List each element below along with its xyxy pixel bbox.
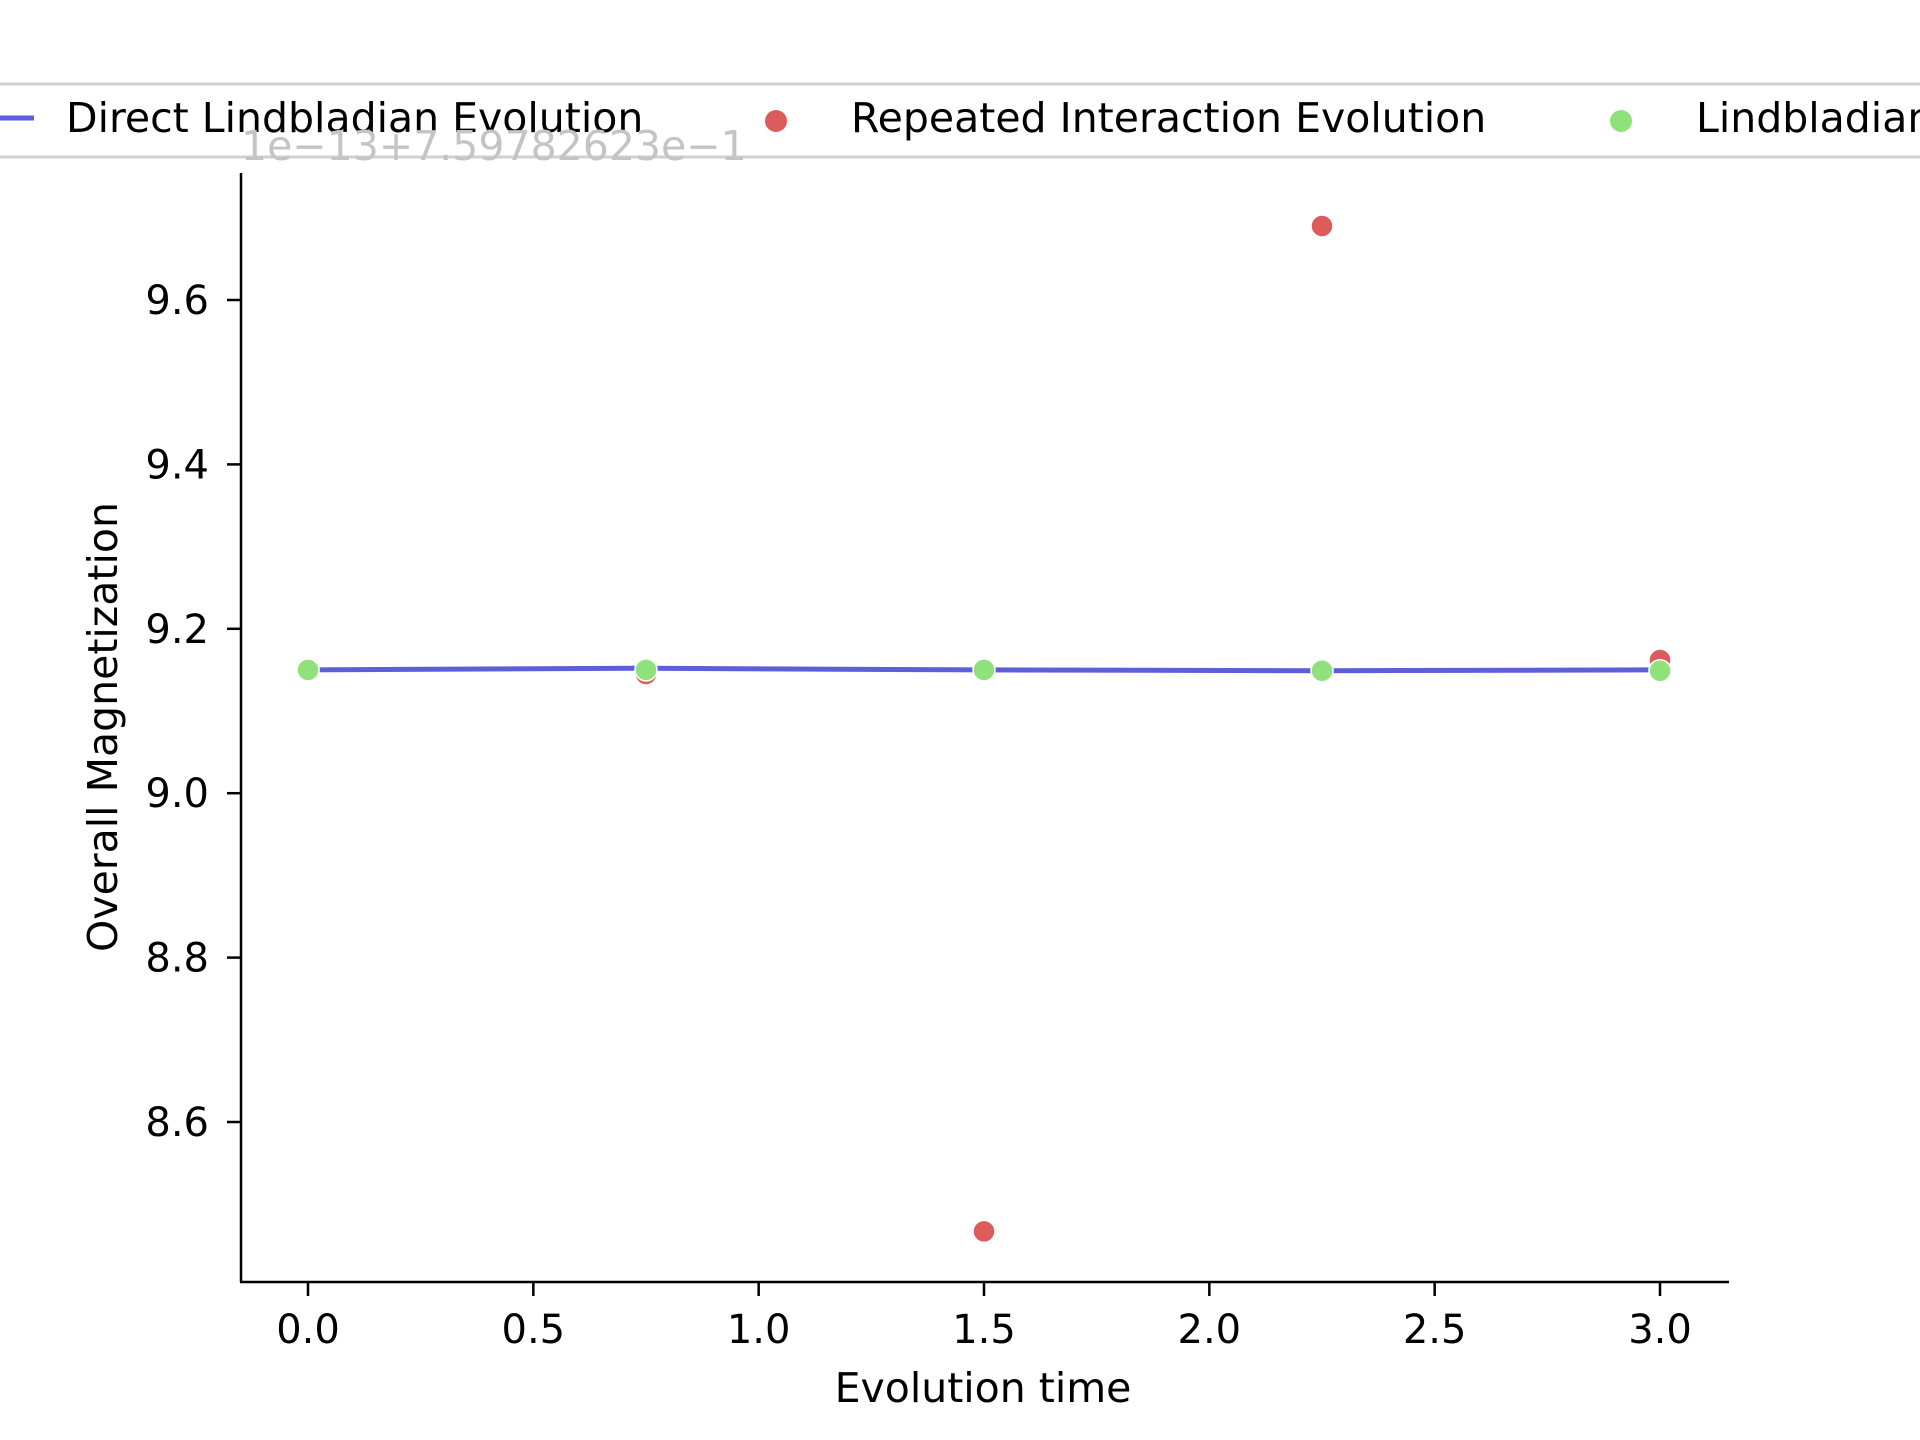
y-tick-label: 8.8	[145, 936, 209, 982]
y-axis-title: Overall Magnetization	[79, 502, 127, 952]
point-lindbladian	[972, 658, 996, 682]
point-lindbladian	[296, 658, 320, 682]
x-tick-label: 1.5	[952, 1307, 1016, 1353]
point-lindbladian	[1648, 658, 1672, 683]
x-tick-label: 2.5	[1403, 1307, 1467, 1353]
y-ticks: 8.6 8.8 9.0 9.2 9.4 9.6	[145, 278, 241, 1146]
legend: Direct Lindbladian Evolution Repeated In…	[0, 82, 1920, 159]
legend-marker-repeated-dot	[765, 110, 787, 132]
x-tick-label: 0.0	[276, 1307, 340, 1353]
x-ticks: 0.0 0.5 1.0 1.5 2.0 2.5 3.0	[276, 1282, 1692, 1353]
x-tick-label: 1.0	[727, 1307, 791, 1353]
x-tick-label: 3.0	[1628, 1307, 1692, 1353]
y-tick-label: 9.4	[145, 442, 209, 488]
plot-area	[296, 214, 1672, 1244]
point-lindbladian	[634, 658, 658, 682]
point-repeated-interaction	[972, 1219, 996, 1244]
x-tick-label: 2.0	[1178, 1307, 1242, 1353]
y-tick-label: 9.2	[145, 607, 209, 653]
legend-marker-lindbladian-dot	[1610, 110, 1632, 132]
legend-label-lindbladian: Lindbladian	[1696, 94, 1920, 142]
y-offset-label: 1e−13+7.59782623e−1	[241, 122, 747, 170]
legend-label-direct: Direct Lindbladian Evolution	[66, 94, 643, 142]
y-tick-label: 9.0	[145, 771, 209, 817]
point-lindbladian	[1310, 658, 1334, 683]
legend-label-repeated: Repeated Interaction Evolution	[851, 94, 1486, 142]
x-axis-title: Evolution time	[835, 1364, 1132, 1412]
y-tick-label: 8.6	[145, 1100, 209, 1146]
point-repeated-interaction	[1310, 214, 1334, 238]
x-tick-label: 0.5	[502, 1307, 566, 1353]
y-tick-label: 9.6	[145, 278, 209, 324]
